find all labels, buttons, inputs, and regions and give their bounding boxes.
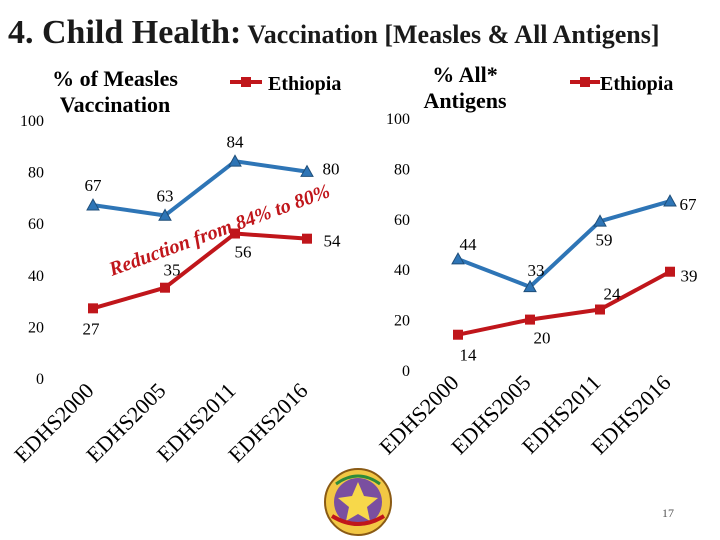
chart2-y-tick-label: 20 [394, 313, 410, 330]
chart1-title-line: % of Measles [52, 66, 178, 91]
chart2-series-1-point [663, 194, 677, 207]
chart1-series-2-data-label: 27 [83, 319, 101, 338]
chart1-title-line: Vaccination [60, 92, 170, 117]
chart1-series-2-data-label: 35 [164, 261, 181, 280]
chart2-series-1-point [523, 279, 537, 293]
chart2-y-tick-label: 40 [394, 262, 410, 279]
slide-title-sub: Vaccination [Measles & All Antigens] [241, 20, 660, 49]
chart2-title-line: % All* [432, 62, 497, 87]
slide-title: 4. Child Health: Vaccination [Measles & … [8, 14, 659, 52]
chart2-series-2-data-label: 14 [460, 346, 478, 365]
chart2-series-2-data-label: 39 [681, 267, 698, 286]
chart1-series-1-point [86, 198, 100, 211]
chart2-series-1-line [457, 199, 671, 289]
chart1-y-tick-label: 40 [28, 268, 44, 285]
chart1-series-2-point [88, 303, 98, 314]
chart2-series-1-data-label: 59 [596, 230, 613, 249]
chart1-series-1-data-label: 84 [227, 132, 245, 151]
chart2-y-tick-label: 0 [402, 363, 410, 380]
chart1-annotation: Reduction from 84% to 80% [105, 180, 333, 281]
chart1-series-2-data-label: 54 [324, 232, 342, 251]
chart2-series-2-point [595, 304, 605, 315]
chart1-y-tick-label: 80 [28, 165, 44, 182]
chart2-series-2-point [525, 314, 535, 325]
chart1-series-2-data-label: 56 [235, 243, 252, 262]
chart1-series-1-data-label: 63 [157, 186, 174, 205]
page-number: 17 [662, 506, 674, 520]
slide-title-main: 4. Child Health: [8, 14, 242, 51]
chart1-series-1-point [158, 208, 172, 221]
chart2-legend-marker [580, 77, 590, 87]
chart2-series-2-point [453, 329, 463, 340]
chart2-y-tick-label: 60 [394, 212, 410, 229]
chart1-y-tick-label: 20 [28, 319, 44, 336]
chart2-series-1-data-label: 67 [680, 195, 698, 214]
chart1-series-1-line [92, 159, 308, 218]
chart2-y-tick-label: 100 [386, 111, 410, 128]
chart2-series-2-data-label: 20 [534, 329, 551, 348]
chart1-legend-marker [241, 77, 251, 87]
chart2-y-tick-label: 80 [394, 161, 410, 178]
chart2-series-2-point [665, 266, 675, 277]
chart1-x-tick: EDHS2016 [223, 378, 312, 467]
emblem-logo [324, 468, 392, 536]
chart1-series-1-data-label: 80 [323, 160, 340, 179]
chart1-series-1-data-label: 67 [85, 176, 103, 195]
chart1-series-2-line [92, 231, 308, 311]
chart1-legend-label: Ethiopia [268, 73, 341, 95]
chart1-y-tick-label: 0 [36, 371, 44, 388]
chart2-series-1-point [593, 214, 607, 227]
chart2-title-line: Antigens [423, 88, 507, 113]
chart1-x-tick-label: EDHS2016 [223, 378, 312, 467]
chart2-series-1-point [451, 252, 465, 265]
chart2-series-2-line [457, 269, 671, 337]
chart1-y-tick-label: 100 [20, 113, 44, 130]
chart1-series-1-point [300, 164, 314, 177]
chart1-series-1-point [228, 154, 242, 167]
chart1-series-2-point [230, 228, 240, 239]
chart1-series-2-point [302, 233, 312, 244]
chart2-series-1-data-label: 33 [528, 261, 545, 280]
chart2-series-2-data-label: 24 [604, 285, 622, 304]
chart1-y-tick-label: 60 [28, 216, 44, 233]
chart2-legend-label: Ethiopia [600, 73, 673, 95]
chart2-series-1-data-label: 44 [460, 235, 478, 254]
chart1-series-2-point [160, 282, 170, 293]
